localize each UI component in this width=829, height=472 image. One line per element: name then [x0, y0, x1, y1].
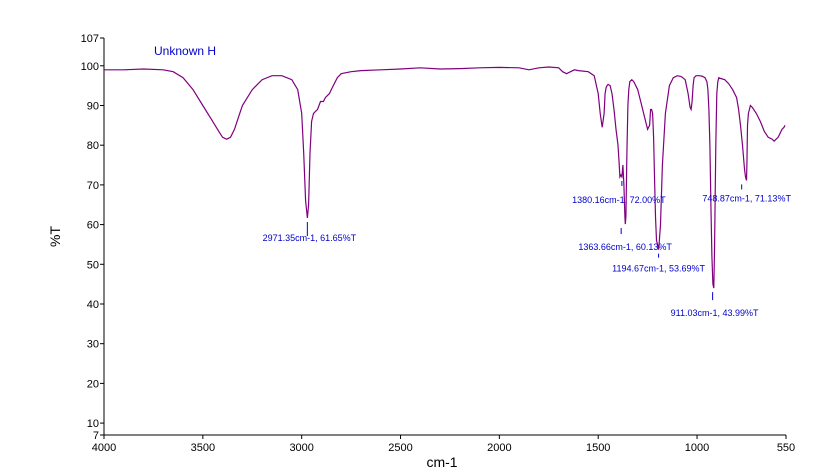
x-axis-title: cm-1 [426, 454, 457, 470]
peak-label: 911.03cm-1, 43.99%T [671, 308, 759, 318]
x-tick-label: 3500 [191, 442, 215, 454]
y-tick-label: 20 [87, 378, 99, 390]
peak-label: 1194.67cm-1, 53.69%T [612, 264, 705, 274]
y-tick-label: 100 [81, 61, 99, 73]
x-tick-label: 2000 [487, 442, 511, 454]
y-axis-title: %T [47, 226, 63, 247]
y-tick-label: 60 [87, 220, 99, 232]
y-tick-label: 30 [87, 339, 99, 351]
x-tick-label: 1500 [586, 442, 610, 454]
x-axis: 4000 3500 3000 2500 2000 1500 1000 550 [92, 434, 795, 454]
y-tick-label: 80 [87, 140, 99, 152]
peak-annotations: 2971.35cm-1, 61.65%T 1380.16cm-1, 72.00%T… [263, 180, 791, 318]
y-tick-label: 40 [87, 299, 99, 311]
peak-label: 1380.16cm-1, 72.00%T [572, 195, 666, 205]
x-tick-label: 3000 [289, 442, 313, 454]
y-axis: 107 100 90 80 70 60 50 40 30 20 107 [81, 33, 105, 442]
y-tick-label: 90 [87, 100, 99, 112]
peak-label: 2971.35cm-1, 61.65%T [263, 233, 357, 243]
y-tick-label: 10 [87, 418, 99, 430]
peak-label: 1363.66cm-1, 60.13%T [578, 242, 672, 252]
plot-area [104, 66, 786, 289]
y-tick-label: 50 [87, 259, 99, 271]
y-tick-label: 107 [81, 33, 99, 45]
y-tick-label: 70 [87, 180, 99, 192]
legend-label: Unknown H [154, 44, 216, 58]
y-tick-label: 7 [93, 430, 99, 442]
peak-label: 748.87cm-1, 71.13%T [702, 193, 791, 203]
x-tick-label: 4000 [92, 442, 116, 454]
x-tick-label: 2500 [388, 442, 412, 454]
x-tick-label: 550 [777, 442, 795, 454]
x-tick-label: 1000 [685, 442, 709, 454]
spectrum-line [104, 66, 786, 289]
